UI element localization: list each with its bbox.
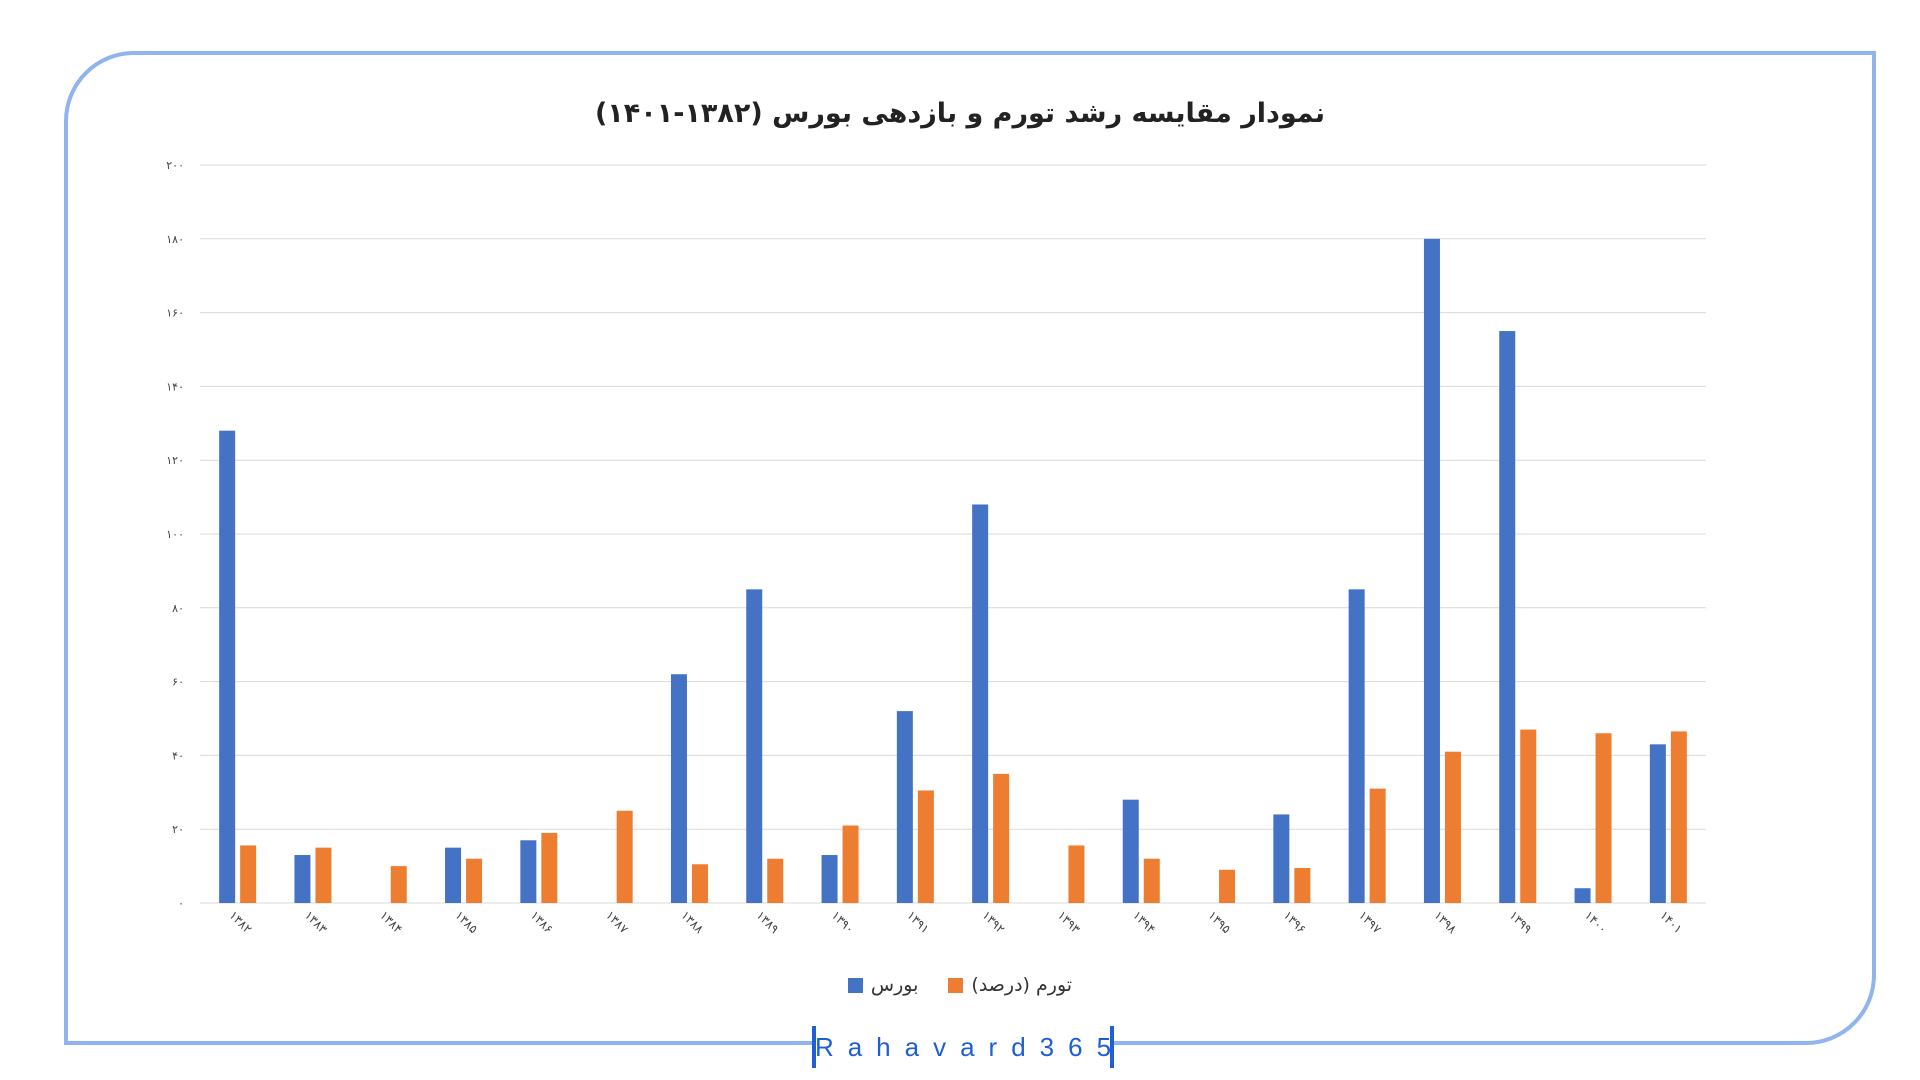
bar-inflation bbox=[315, 847, 332, 903]
legend-swatch-inflation bbox=[948, 977, 964, 993]
x-tick-label: ۱۳۹۴ bbox=[1130, 908, 1158, 936]
bar-bourse bbox=[1348, 589, 1365, 903]
bar-bourse bbox=[1574, 888, 1591, 903]
x-tick-label: ۱۳۹۷ bbox=[1356, 908, 1385, 937]
bar-inflation bbox=[993, 773, 1010, 903]
x-tick-label: ۱۳۸۴ bbox=[377, 908, 405, 936]
bar-inflation bbox=[1444, 751, 1461, 903]
bar-bourse bbox=[1423, 238, 1440, 904]
bar-bourse bbox=[1122, 799, 1139, 903]
x-tick-label: ۱۳۹۳ bbox=[1055, 908, 1084, 937]
bar-bourse bbox=[972, 504, 989, 903]
bar-inflation bbox=[767, 858, 784, 903]
x-tick-label: ۱۳۹۰ bbox=[829, 908, 857, 936]
x-tick-label: ۱۳۸۷ bbox=[603, 908, 632, 937]
x-tick-label: ۱۳۹۶ bbox=[1281, 908, 1309, 936]
bar-inflation bbox=[240, 845, 257, 903]
bar-inflation bbox=[1068, 845, 1085, 903]
x-tick-label: ۱۳۸۳ bbox=[302, 908, 331, 937]
bar-inflation bbox=[1595, 733, 1612, 903]
bar-inflation bbox=[1143, 858, 1160, 903]
chart-legend: بورس تورم (درصد) bbox=[0, 974, 1920, 996]
x-tick-label: ۱۳۸۲ bbox=[226, 908, 254, 936]
bar-bourse bbox=[445, 847, 462, 903]
y-tick-label: ۱۸۰ bbox=[166, 233, 184, 246]
bar-inflation bbox=[691, 864, 708, 903]
legend-item-bourse: بورس bbox=[847, 974, 919, 996]
bar-bourse bbox=[219, 430, 236, 903]
bar-bourse bbox=[1499, 331, 1516, 903]
bar-inflation bbox=[1219, 869, 1236, 903]
x-tick-label: ۱۳۹۹ bbox=[1507, 908, 1535, 936]
x-tick-label: ۱۳۸۸ bbox=[678, 908, 707, 937]
x-tick-label: ۱۳۹۲ bbox=[979, 908, 1007, 936]
y-tick-label: ۶۰ bbox=[172, 676, 184, 689]
bar-inflation bbox=[466, 858, 483, 903]
legend-label-inflation: تورم (درصد) bbox=[971, 974, 1073, 996]
y-tick-label: ۱۲۰ bbox=[166, 454, 184, 467]
y-tick-label: ۰ bbox=[178, 897, 184, 910]
y-tick-label: ۲۰ bbox=[172, 823, 184, 836]
x-tick-label: ۱۳۹۸ bbox=[1431, 908, 1460, 937]
bar-inflation bbox=[1520, 729, 1537, 903]
y-tick-label: ۱۴۰ bbox=[166, 380, 184, 393]
bar-bourse bbox=[746, 589, 763, 903]
legend-swatch-bourse bbox=[847, 977, 863, 993]
y-tick-label: ۸۰ bbox=[172, 602, 184, 615]
bar-bourse bbox=[294, 855, 311, 903]
bar-inflation bbox=[1294, 867, 1311, 903]
y-tick-label: ۱۶۰ bbox=[166, 307, 184, 320]
bar-inflation bbox=[390, 866, 407, 903]
bar-inflation bbox=[616, 810, 633, 903]
bar-bourse bbox=[670, 674, 687, 903]
x-tick-label: ۱۳۸۵ bbox=[452, 908, 480, 936]
x-tick-label: ۱۳۹۱ bbox=[904, 908, 932, 936]
brand-badge: Rahavard365 bbox=[812, 1026, 1114, 1068]
chart-frame bbox=[64, 51, 1876, 1045]
bar-inflation bbox=[842, 825, 859, 903]
x-tick-label: ۱۴۰۱ bbox=[1657, 908, 1685, 936]
y-tick-label: ۲۰۰ bbox=[166, 159, 184, 172]
x-tick-label: ۱۳۸۹ bbox=[754, 908, 782, 936]
x-tick-label: ۱۳۹۵ bbox=[1205, 908, 1233, 936]
y-tick-label: ۱۰۰ bbox=[166, 528, 184, 541]
y-tick-label: ۴۰ bbox=[172, 749, 184, 762]
brand-text: Rahavard365 bbox=[814, 1031, 1126, 1062]
bar-bourse bbox=[821, 855, 838, 903]
legend-item-inflation: تورم (درصد) bbox=[948, 974, 1072, 996]
chart-title: نمودار مقایسه رشد تورم و بازدهی بورس (۱۳… bbox=[594, 98, 1326, 129]
bar-bourse bbox=[1273, 814, 1290, 903]
x-tick-label: ۱۴۰۰ bbox=[1582, 908, 1610, 936]
bar-bourse bbox=[896, 711, 913, 903]
bar-inflation bbox=[541, 832, 558, 903]
bar-inflation bbox=[1369, 788, 1386, 903]
bar-bourse bbox=[520, 840, 537, 903]
legend-label-bourse: بورس bbox=[870, 974, 919, 996]
x-tick-label: ۱۳۸۶ bbox=[528, 908, 556, 936]
bar-inflation bbox=[917, 790, 934, 903]
bar-bourse bbox=[1649, 744, 1666, 903]
bar-inflation bbox=[1670, 731, 1687, 903]
